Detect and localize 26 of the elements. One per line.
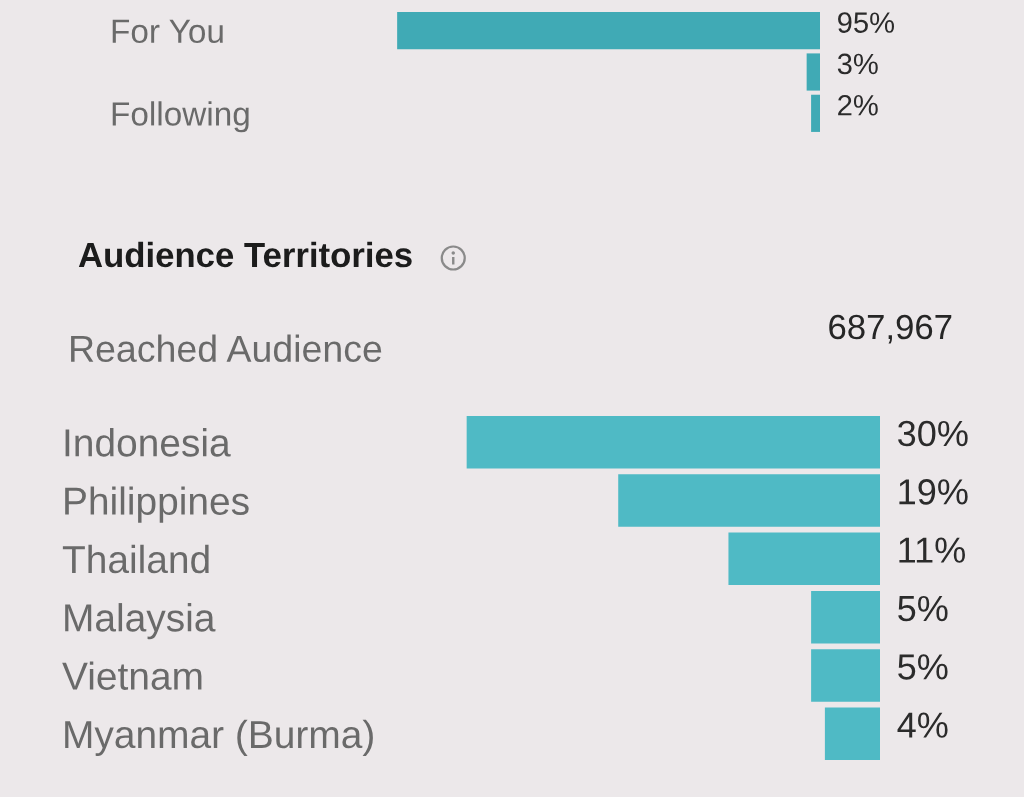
data-label: 11% bbox=[899, 537, 965, 563]
text: Reached Audience bbox=[71, 334, 382, 363]
bar bbox=[728, 532, 880, 586]
bar bbox=[466, 415, 880, 469]
y-tick-label: Vietnam bbox=[62, 661, 202, 690]
text: 687,967 bbox=[829, 314, 952, 344]
data-label: 5% bbox=[898, 595, 948, 622]
data-label: 3% bbox=[837, 53, 878, 75]
data-label: 4% bbox=[897, 712, 948, 738]
y-tick-label: For You bbox=[112, 19, 223, 44]
data-label: 2% bbox=[838, 94, 878, 116]
y-tick-label: Malaysia bbox=[65, 603, 216, 640]
y-tick-label: Thailand bbox=[62, 544, 209, 574]
y-tick-label: Following bbox=[112, 101, 249, 133]
bar bbox=[811, 590, 880, 644]
bar bbox=[811, 649, 880, 702]
bar bbox=[618, 474, 880, 527]
data-label: 95% bbox=[838, 12, 895, 33]
y-tick-label: Philippines bbox=[65, 486, 249, 523]
data-label: 5% bbox=[898, 654, 948, 680]
bar bbox=[824, 707, 880, 761]
y-tick-label: Myanmar (Burma) bbox=[65, 719, 373, 756]
data-label: 19% bbox=[899, 479, 968, 505]
y-tick-label: Indonesia bbox=[65, 428, 231, 457]
data-label: 30% bbox=[898, 420, 968, 447]
chart-title: Audience Territories bbox=[78, 241, 412, 268]
